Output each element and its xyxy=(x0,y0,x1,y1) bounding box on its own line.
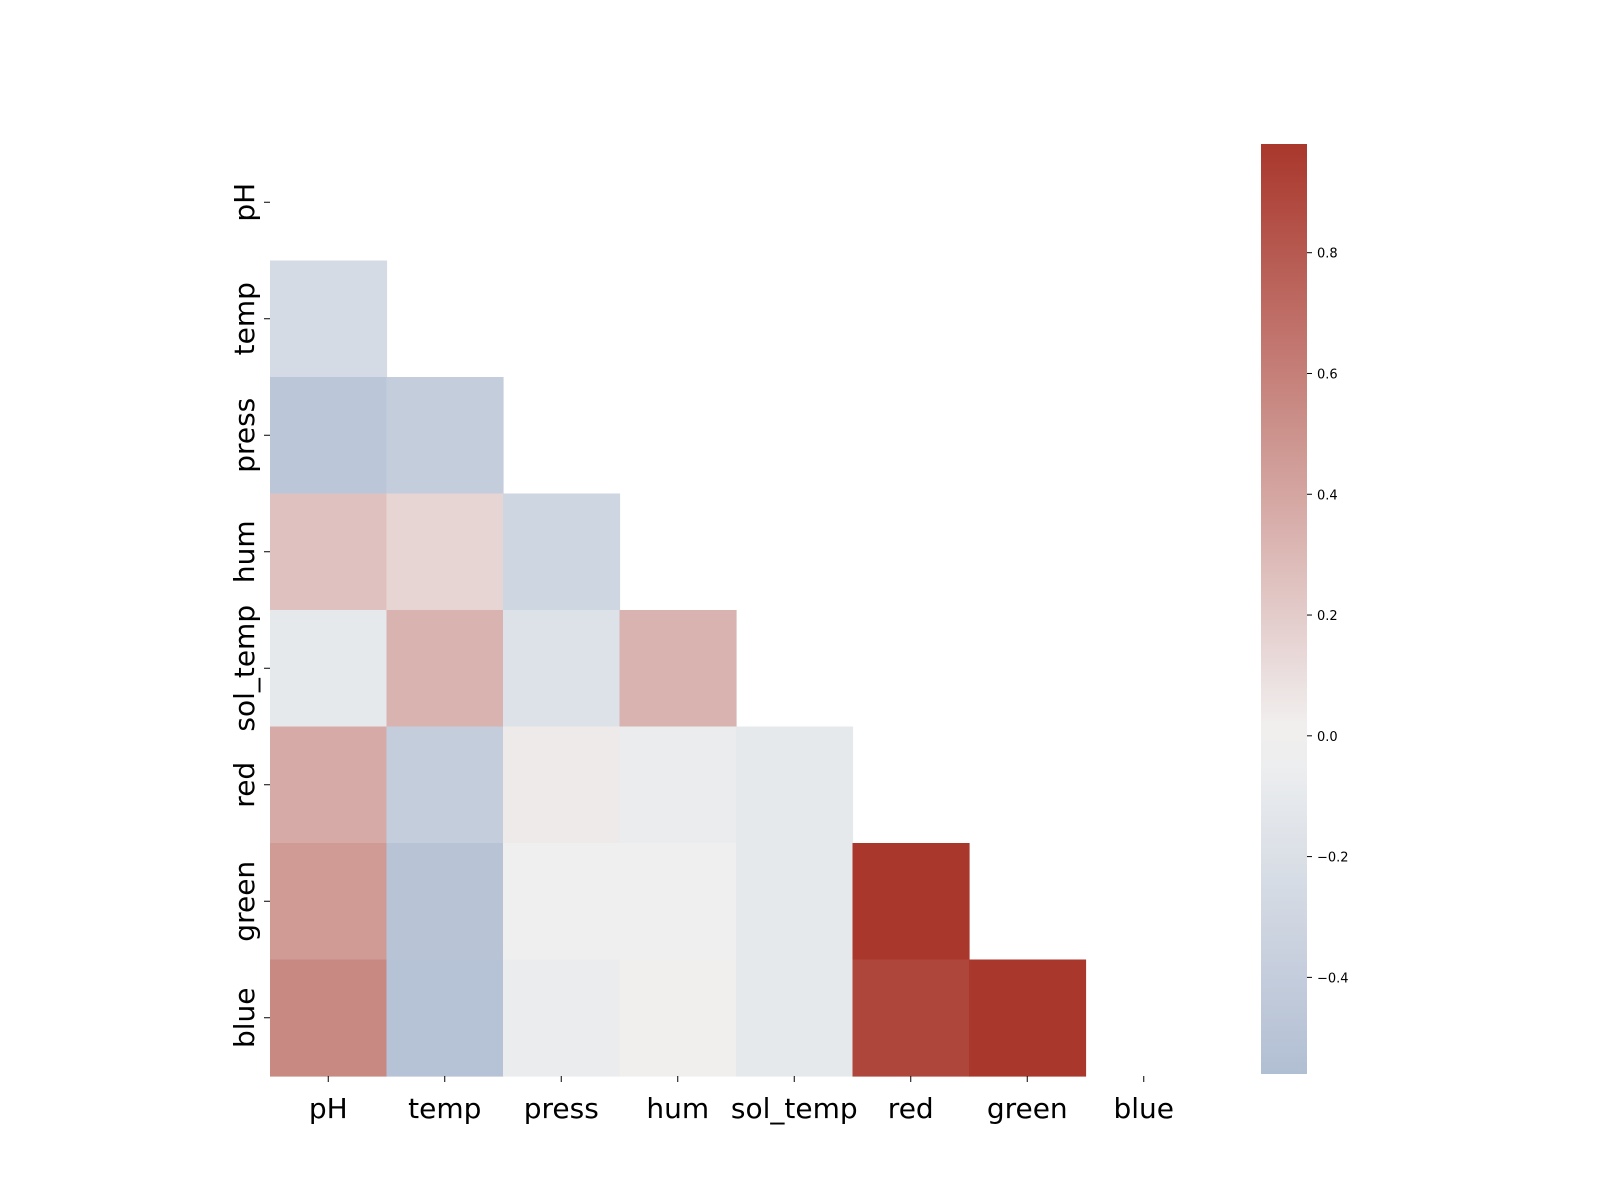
x-tick-label-temp: temp xyxy=(408,1092,481,1125)
heatmap-cell-red-pH xyxy=(270,726,388,844)
heatmap-cell-green-press xyxy=(503,843,621,961)
heatmap-cell-temp-pH xyxy=(270,260,388,378)
y-tick-label-red: red xyxy=(228,762,261,808)
heatmap-cells xyxy=(270,260,1087,1077)
x-tick-label-blue: blue xyxy=(1113,1092,1174,1125)
colorbar-tick-label: −0.4 xyxy=(1317,971,1349,986)
x-tick-label-press: press xyxy=(524,1092,599,1125)
y-tick-label-green: green xyxy=(228,861,261,942)
y-tick-label-pH: pH xyxy=(228,183,261,222)
colorbar-tick-label: 0.0 xyxy=(1317,730,1338,745)
x-tick-label-green: green xyxy=(987,1092,1068,1125)
colorbar-tick-label: 0.4 xyxy=(1317,488,1338,503)
heatmap-cell-green-red xyxy=(852,843,970,961)
heatmap-cell-blue-sol_temp xyxy=(736,959,854,1077)
heatmap-cell-blue-temp xyxy=(386,959,504,1077)
heatmap-cell-sol_temp-press xyxy=(503,610,621,728)
colorbar-tick-label: 0.8 xyxy=(1317,247,1338,262)
heatmap-cell-hum-press xyxy=(503,493,621,611)
heatmap-cell-blue-green xyxy=(969,959,1087,1077)
x-tick-label-red: red xyxy=(888,1092,934,1125)
heatmap-cell-green-sol_temp xyxy=(736,843,854,961)
y-tick-label-hum: hum xyxy=(228,520,261,583)
heatmap-cell-sol_temp-hum xyxy=(619,610,737,728)
x-tick-label-pH: pH xyxy=(309,1092,348,1125)
colorbar-tick-label: 0.6 xyxy=(1317,367,1338,382)
heatmap-cell-sol_temp-pH xyxy=(270,610,388,728)
colorbar-tick-label: −0.2 xyxy=(1317,851,1349,866)
heatmap-cell-red-temp xyxy=(386,726,504,844)
heatmap-cell-press-temp xyxy=(386,377,504,495)
heatmap-cell-blue-red xyxy=(852,959,970,1077)
heatmap-cell-hum-temp xyxy=(386,493,504,611)
heatmap-cell-hum-pH xyxy=(270,493,388,611)
colorbar: −0.4 −0.2 0.0 0.2 0.4 0.6 0.8 xyxy=(1261,144,1349,1074)
heatmap-cell-sol_temp-temp xyxy=(386,610,504,728)
heatmap-cell-blue-press xyxy=(503,959,621,1077)
colorbar-gradient xyxy=(1261,144,1307,1074)
y-tick-label-press: press xyxy=(228,398,261,473)
x-axis: pH temp press hum sol_temp red green blue xyxy=(309,1076,1174,1125)
y-tick-label-sol_temp: sol_temp xyxy=(228,605,261,732)
y-tick-label-blue: blue xyxy=(228,987,261,1048)
heatmap-cell-press-pH xyxy=(270,377,388,495)
heatmap-cell-green-hum xyxy=(619,843,737,961)
colorbar-tick-label: 0.2 xyxy=(1317,609,1338,624)
heatmap-cell-red-sol_temp xyxy=(736,726,854,844)
heatmap-cell-green-temp xyxy=(386,843,504,961)
heatmap-cell-blue-pH xyxy=(270,959,388,1077)
x-tick-label-sol_temp: sol_temp xyxy=(731,1092,858,1125)
x-tick-label-hum: hum xyxy=(646,1092,709,1125)
y-tick-label-temp: temp xyxy=(228,282,261,355)
heatmap-cell-green-pH xyxy=(270,843,388,961)
heatmap-cell-red-press xyxy=(503,726,621,844)
heatmap-cell-red-hum xyxy=(619,726,737,844)
heatmap-cell-blue-hum xyxy=(619,959,737,1077)
